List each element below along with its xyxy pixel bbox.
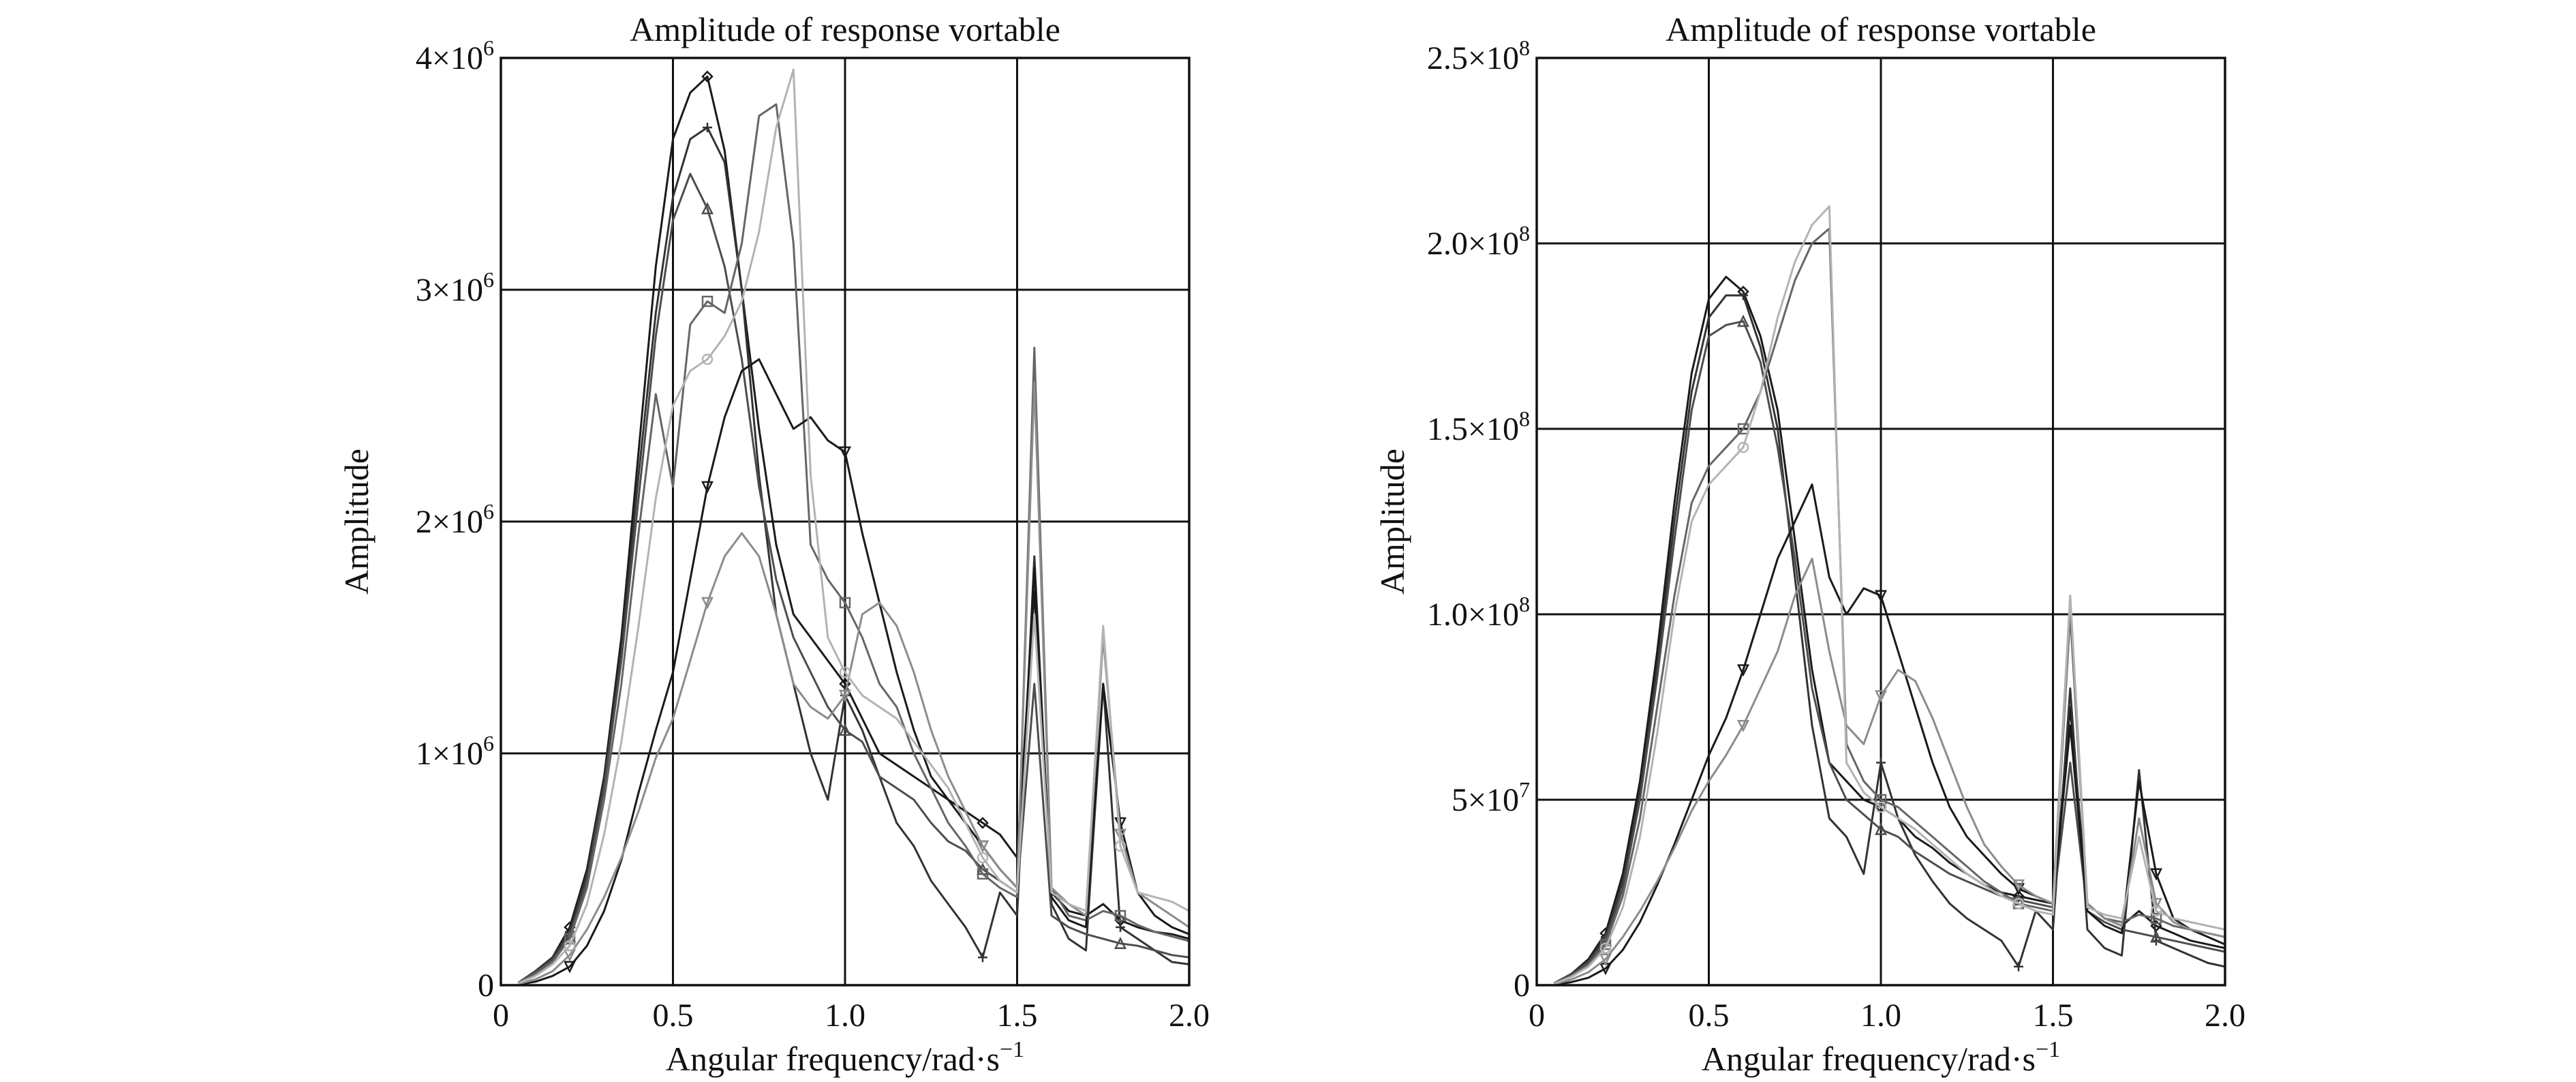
series-2-marker (2014, 961, 2023, 972)
chart-panel-1: 0 0.5 1.0 1.5 2.0 0 1×106 2×106 3×106 4×106 Amplit… (337, 10, 1210, 1078)
x-tick-label: 1.5 (997, 997, 1038, 1034)
series-6-marker (976, 840, 990, 853)
series-line-2 (1553, 294, 2226, 985)
grid-lines (1537, 58, 2225, 985)
series-group (517, 68, 1190, 986)
series-line-3 (517, 172, 1190, 984)
series-4-marker (701, 295, 714, 307)
y-tick-label: 4×106 (416, 35, 494, 76)
series-3-marker (1114, 937, 1127, 950)
series-7-marker (1599, 942, 1612, 954)
series-7-marker (977, 852, 989, 864)
x-tick-label: 0.5 (653, 997, 694, 1034)
series-7-marker (839, 666, 851, 678)
series-5-marker (563, 961, 577, 974)
y-tick-label: 1.0×108 (1427, 592, 1530, 633)
series-2-marker (1116, 922, 1125, 932)
series-5-marker (2149, 868, 2163, 881)
y-tick-label: 5×107 (1452, 777, 1530, 818)
series-3-marker (1736, 314, 1750, 327)
series-line-3 (1553, 320, 2226, 985)
series-2-marker (703, 123, 712, 132)
series-2-marker (1876, 757, 1886, 768)
series-line-2 (517, 126, 1190, 984)
series-1-marker (2012, 890, 2025, 903)
x-tick-label: 1.5 (2033, 997, 2074, 1034)
series-5-marker (838, 446, 852, 459)
series-line-6 (1553, 557, 2226, 985)
plot-frame (1535, 57, 2226, 987)
plot-frame (500, 57, 1191, 987)
series-4-marker (839, 597, 851, 609)
y-tick-label: 0 (478, 967, 494, 1004)
x-tick-label: 2.0 (2205, 997, 2245, 1034)
series-3-marker (2149, 930, 2163, 943)
series-3-marker (838, 723, 852, 736)
series-7-marker (701, 353, 714, 365)
series-3-marker (701, 202, 714, 215)
series-4-marker (977, 868, 989, 880)
series-1-marker (701, 70, 714, 82)
series-line-1 (517, 75, 1190, 984)
series-6-marker (1874, 690, 1888, 703)
series-6-marker (1736, 719, 1750, 732)
x-tick-label: 0.5 (1689, 997, 1730, 1034)
x-tick-label: 1.0 (1860, 997, 1901, 1034)
series-2-marker (1738, 290, 1748, 301)
series-6-marker (1114, 828, 1127, 841)
series-7-marker (1737, 441, 1749, 453)
x-tick-label: 0 (493, 997, 509, 1034)
chart-panel-2: 0 0.5 1.0 1.5 2.0 0 5×107 1.0×108 1.5×108 2.0×108… (1373, 10, 2245, 1078)
series-1-marker (977, 817, 989, 829)
y-tick-label: 1×106 (416, 731, 494, 772)
y-axis-label: Amplitude (337, 449, 375, 595)
x-axis-label: Angular frequency/rad·s−1 (1702, 1037, 2060, 1078)
series-line-4 (1553, 227, 2226, 985)
series-line-7 (517, 68, 1190, 985)
y-tick-label: 1.5×108 (1427, 406, 1530, 447)
series-line-4 (517, 103, 1190, 984)
y-tick-label: 0 (1514, 967, 1530, 1004)
series-7-marker (1875, 801, 1887, 813)
series-4-marker (1114, 910, 1126, 922)
series-3-marker (1874, 822, 1888, 835)
grid-lines (501, 58, 1189, 985)
series-2-marker (978, 952, 987, 963)
series-5-marker (1736, 664, 1750, 677)
y-axis-label: Amplitude (1373, 449, 1411, 595)
series-6-marker (701, 597, 714, 610)
series-7-marker (2150, 905, 2162, 917)
x-tick-label: 2.0 (1169, 997, 1210, 1034)
series-7-marker (2012, 898, 2025, 910)
series-5-marker (701, 481, 714, 494)
y-tick-label: 2.5×108 (1427, 35, 1530, 76)
y-tick-label: 2.0×108 (1427, 221, 1530, 262)
series-line-6 (517, 381, 1190, 985)
series-7-marker (1114, 840, 1126, 852)
series-4-marker (2150, 912, 2162, 925)
x-tick-label: 0 (1529, 997, 1545, 1034)
series-4-marker (1875, 794, 1887, 806)
x-axis-label: Angular frequency/rad·s−1 (666, 1037, 1024, 1078)
chart-title: Amplitude of response vortable (630, 10, 1060, 48)
series-6-marker (1599, 953, 1612, 966)
x-tick-label: 1.0 (825, 997, 865, 1034)
series-6-marker (838, 689, 852, 702)
series-5-marker (1874, 590, 1888, 603)
chart-title: Amplitude of response vortable (1666, 10, 2096, 48)
series-line-7 (1553, 205, 2226, 985)
series-7-marker (564, 940, 576, 952)
series-group (1553, 205, 2226, 986)
series-line-5 (518, 358, 1190, 986)
series-line-1 (1553, 275, 2226, 985)
y-tick-label: 2×106 (416, 499, 494, 540)
y-tick-label: 3×106 (416, 267, 494, 308)
series-6-marker (2012, 879, 2025, 892)
